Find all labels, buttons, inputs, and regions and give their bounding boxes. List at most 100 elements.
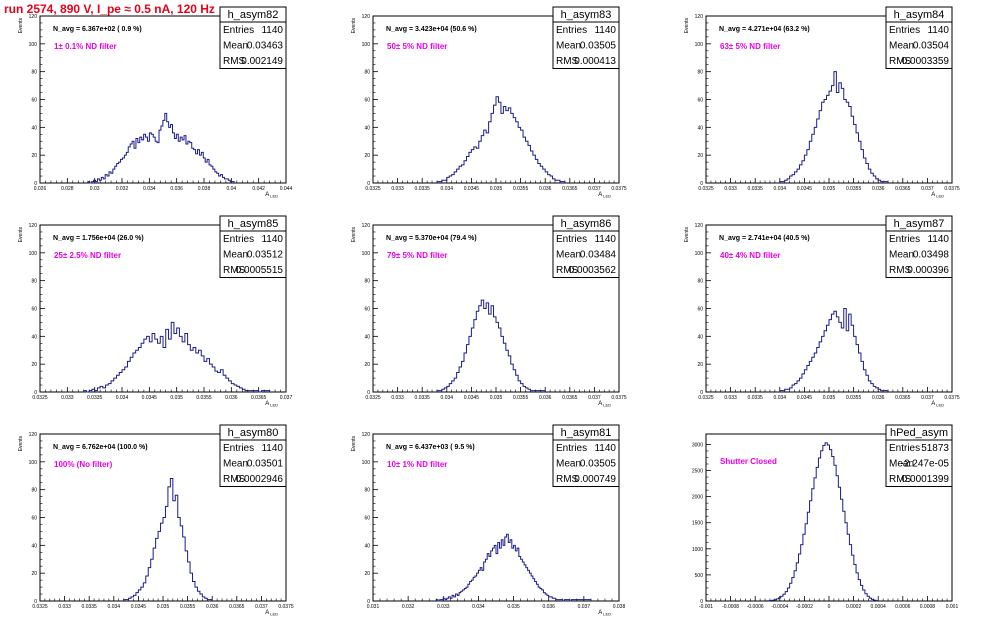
x-tick-label: 0.0345 [142, 395, 158, 401]
stats-title: h_asym84 [894, 9, 945, 21]
x-tick-label: 0.037 [578, 604, 591, 610]
x-tick-label: 0.0325 [698, 186, 714, 192]
stats-label: Entries [223, 25, 254, 36]
x-tick-label: 0.0375 [611, 186, 627, 192]
stats-value: 0.03498 [913, 250, 950, 261]
stats-label: Mean [889, 459, 914, 470]
x-tick-label: 0.0375 [944, 395, 960, 401]
filter-label: 100% (No filter) [54, 460, 113, 469]
filter-label: 79± 5% ND filter [387, 251, 447, 260]
stats-label: Mean [556, 41, 581, 52]
x-tick-label: 0.03 [90, 186, 100, 192]
y-tick-label: 40 [31, 125, 37, 131]
stats-value: 0.03505 [580, 41, 617, 52]
y-tick-label: 100 [29, 460, 38, 466]
x-tick-label: 0.035 [823, 186, 836, 192]
x-tick-label: 0.0335 [415, 186, 431, 192]
y-axis-label: Events [351, 436, 357, 452]
stats-value: 1140 [927, 234, 949, 245]
x-tick-label: 0.034 [441, 395, 454, 401]
y-tick-label: 60 [31, 307, 37, 313]
y-tick-label: 60 [31, 516, 37, 522]
y-tick-label: 3000 [692, 442, 703, 448]
stats-label: Mean [556, 459, 581, 470]
histogram-series-hPed_asym [767, 442, 879, 602]
stats-value: 0.000413 [574, 56, 616, 67]
x-tick-label: 0.0365 [562, 395, 578, 401]
x-tick-label: -0.0004 [771, 604, 788, 610]
x-tick-label: 0.035 [157, 604, 170, 610]
x-tick-label: 0.0335 [87, 395, 103, 401]
x-tick-label: 0.034 [472, 604, 485, 610]
y-tick-label: 40 [31, 334, 37, 340]
x-tick-label: 0.035 [170, 395, 183, 401]
y-tick-label: 120 [29, 14, 38, 20]
x-tick-label: 0.0335 [748, 186, 764, 192]
filter-label: 50± 5% ND filter [387, 42, 447, 51]
x-tick-label: 0.0355 [846, 186, 862, 192]
histogram-pad-h_asym83: 0 20 40 60 80 100 120 0.0325 0.033 0.0335 0.034 0.0… [351, 6, 627, 199]
y-tick-label: 20 [697, 153, 703, 159]
stats-value: 0.03484 [580, 250, 617, 261]
histogram-pad-hPed_asym: 0 500 1000 1500 2000 2500 3000 -0.001 -0.0008 -0.… [692, 424, 958, 610]
x-tick-label: 0.0355 [196, 395, 212, 401]
stats-label: Entries [223, 234, 254, 245]
x-axis-label: ALED [931, 401, 944, 408]
filter-label: 63± 5% ND filter [720, 42, 780, 51]
x-axis-label: ALED [265, 401, 278, 408]
stats-value: 1140 [594, 443, 616, 454]
y-tick-label: 20 [364, 153, 370, 159]
y-tick-label: 20 [364, 362, 370, 368]
x-tick-label: 0.04 [226, 186, 236, 192]
y-tick-label: 20 [31, 153, 37, 159]
stats-box [885, 215, 953, 278]
histogram-series-h_asym80 [123, 478, 213, 601]
x-tick-label: 0.0355 [513, 186, 529, 192]
x-tick-label: 0.0335 [748, 395, 764, 401]
histogram-pad-h_asym86: 0 20 40 60 80 100 120 0.0325 0.033 0.0335 0.034 0.0… [351, 215, 627, 408]
filter-label: 10± 1% ND filter [387, 460, 447, 469]
x-tick-label: 0.033 [437, 604, 450, 610]
navg-label: N_avg = 5.370e+04 (79.4 %) [386, 235, 477, 242]
navg-label: N_avg = 3.423e+04 (50.6 %) [386, 26, 477, 33]
stats-title: h_asym85 [228, 218, 279, 230]
histogram-pad-h_asym87: 0 20 40 60 80 100 120 0.0325 0.033 0.0335 0.034 0.0… [684, 215, 960, 408]
y-tick-label: 1000 [692, 547, 703, 553]
stats-value: 1140 [927, 25, 949, 36]
histogram-series-h_asym83 [436, 96, 566, 183]
histogram-pad-h_asym81: 0 20 40 60 80 100 120 0.031 0.032 0.033 0.034 0.035… [351, 424, 625, 617]
y-axis-label: Events [18, 18, 24, 34]
y-tick-label: 2500 [692, 469, 703, 475]
x-tick-label: 0.0325 [698, 395, 714, 401]
y-axis-label: Events [18, 227, 24, 243]
y-tick-label: 80 [364, 70, 370, 76]
y-tick-label: 100 [695, 251, 704, 257]
stats-value: 1140 [261, 443, 283, 454]
x-tick-label: 0.0004 [871, 604, 887, 610]
x-axis-label: ALED [598, 610, 611, 617]
x-tick-label: -0.0002 [796, 604, 813, 610]
x-tick-label: 0.0325 [365, 186, 381, 192]
y-tick-label: 60 [364, 307, 370, 313]
filter-label: 25± 2.5% ND filter [54, 251, 121, 260]
y-tick-label: 0 [367, 390, 370, 396]
x-tick-label: 0.036 [206, 604, 219, 610]
run-title: run 2574, 890 V, I_pe ≈ 0.5 nA, 120 Hz [4, 2, 215, 16]
y-tick-label: 100 [29, 42, 38, 48]
stats-box [552, 215, 620, 278]
filter-label: 1± 0.1% ND filter [54, 42, 117, 51]
stats-label: RMS [223, 265, 246, 276]
x-tick-label: 0.037 [921, 395, 934, 401]
histogram-pad-h_asym80: 0 20 40 60 80 100 120 0.0325 0.033 0.0335 0.034 0.0… [18, 424, 294, 617]
y-tick-label: 60 [697, 307, 703, 313]
y-tick-label: 100 [695, 42, 704, 48]
stats-label: Mean [889, 250, 914, 261]
y-tick-label: 40 [364, 125, 370, 131]
y-tick-label: 100 [362, 251, 371, 257]
stats-label: RMS [556, 265, 579, 276]
stats-value: 0.03501 [247, 459, 284, 470]
y-axis-label: Events [684, 227, 690, 243]
stats-box [219, 6, 287, 69]
stats-value: 1140 [594, 234, 616, 245]
